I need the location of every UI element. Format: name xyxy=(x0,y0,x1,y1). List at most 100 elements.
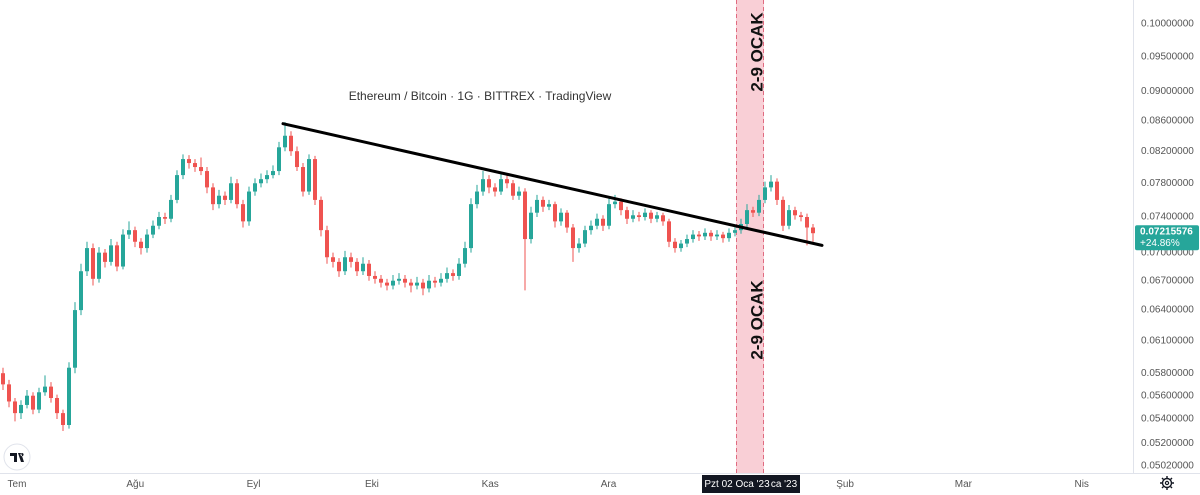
candle-body xyxy=(409,282,413,286)
candle-body xyxy=(73,310,77,368)
y-tick-label: 0.07000000 xyxy=(1141,247,1194,258)
candle-body xyxy=(217,195,221,205)
logo-mark xyxy=(10,453,24,462)
y-tick-label: 0.05020000 xyxy=(1141,460,1194,471)
candle-body xyxy=(403,278,407,283)
candle-body xyxy=(481,179,485,192)
candle-body xyxy=(535,199,539,213)
candle-body xyxy=(229,183,233,200)
x-tick-label: Ağu xyxy=(126,479,144,490)
candle-body xyxy=(331,257,335,262)
candle-body xyxy=(607,204,611,226)
candle-body xyxy=(505,179,509,184)
candle-body xyxy=(283,135,287,148)
candle-body xyxy=(715,234,719,237)
candle-body xyxy=(19,404,23,414)
y-tick-label: 0.05600000 xyxy=(1141,390,1194,401)
y-tick-label: 0.09500000 xyxy=(1141,51,1194,62)
settings-icon[interactable] xyxy=(1160,476,1174,490)
candle-body xyxy=(133,230,137,242)
candle-body xyxy=(7,384,11,402)
candle-body xyxy=(373,275,377,279)
candle-body xyxy=(325,230,329,258)
candle-body xyxy=(733,230,737,233)
candle-body xyxy=(709,232,713,237)
candle-body xyxy=(445,273,449,279)
candle-body xyxy=(631,215,635,219)
x-axis: Tem Ağu Eyl Eki Kas Ara Şub Mar Nis xyxy=(8,479,1089,490)
candle-body xyxy=(91,248,95,279)
candle-body xyxy=(415,282,419,286)
candle-body xyxy=(721,234,725,239)
candle-body xyxy=(319,199,323,231)
trendline xyxy=(281,122,824,247)
candle-body xyxy=(517,191,521,196)
crosshair-label-tail: ca '23 xyxy=(771,479,798,490)
candle-body xyxy=(103,252,107,262)
candle-body xyxy=(457,263,461,276)
candle-body xyxy=(775,181,779,200)
y-tick-label: 0.10000000 xyxy=(1141,19,1194,30)
candle-body xyxy=(79,271,83,311)
candle-body xyxy=(577,243,581,249)
candle-body xyxy=(451,273,455,276)
candle-body xyxy=(745,210,749,224)
candle-body xyxy=(247,191,251,222)
event-label: 2-9 OCAK xyxy=(747,280,766,360)
candle-body xyxy=(379,278,383,283)
candle-body xyxy=(799,215,803,218)
candle-body xyxy=(571,227,575,249)
candle-body xyxy=(259,179,263,184)
candle-body xyxy=(661,215,665,222)
candle-body xyxy=(553,204,557,222)
candle-body xyxy=(703,232,707,237)
y-tick-label: 0.06700000 xyxy=(1141,275,1194,286)
x-tick-label: Şub xyxy=(836,479,854,490)
candle-body xyxy=(583,230,587,244)
candle-body xyxy=(361,263,365,272)
candle-body xyxy=(115,245,119,267)
candle-body xyxy=(763,187,767,200)
candle-body xyxy=(151,225,155,235)
candle-body xyxy=(307,159,311,192)
x-tick-label: Ara xyxy=(601,479,617,490)
candle-body xyxy=(691,234,695,240)
candle-body xyxy=(211,187,215,205)
candle-body xyxy=(31,395,35,410)
candle-body xyxy=(781,199,785,226)
candle-body xyxy=(37,392,41,410)
event-label: 2-9 OCAK xyxy=(747,12,766,92)
candle-body xyxy=(265,175,269,180)
y-tick-label: 0.05400000 xyxy=(1141,414,1194,425)
candle-body xyxy=(493,187,497,192)
candle-body xyxy=(559,212,563,222)
candle-body xyxy=(643,212,647,218)
candle-body xyxy=(667,221,671,242)
candle-body xyxy=(601,218,605,226)
candle-body xyxy=(277,147,281,172)
candles xyxy=(1,122,815,432)
candle-body xyxy=(205,171,209,188)
candle-body xyxy=(673,241,677,249)
candle-body xyxy=(235,183,239,205)
candle-body xyxy=(439,278,443,283)
candle-body xyxy=(625,210,629,219)
candle-body xyxy=(145,234,149,249)
candle-body xyxy=(349,257,353,262)
candle-body xyxy=(757,199,761,213)
price-tag-box xyxy=(1135,225,1199,251)
candle-body xyxy=(67,367,71,425)
candle-body xyxy=(1,373,5,385)
candle-body xyxy=(397,278,401,281)
x-tick-label: Tem xyxy=(8,479,27,490)
candle-body xyxy=(355,261,359,272)
candle-body xyxy=(487,179,491,188)
candle-body xyxy=(121,234,125,267)
candle-body xyxy=(313,159,317,200)
candle-body xyxy=(271,171,275,176)
candle-body xyxy=(175,175,179,200)
x-tick-label: Kas xyxy=(482,479,499,490)
